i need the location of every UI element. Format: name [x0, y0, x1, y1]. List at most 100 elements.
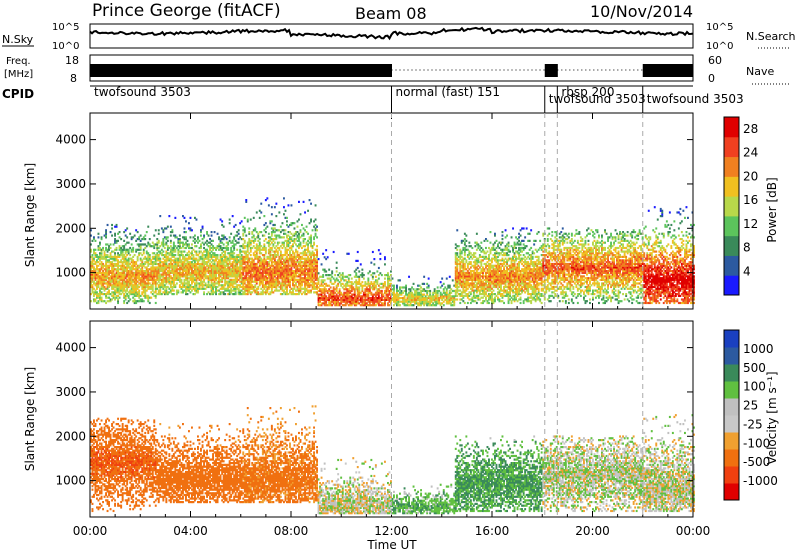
- power-cell: [90, 282, 92, 285]
- power-cell: [209, 271, 212, 274]
- power-cell: [157, 289, 160, 292]
- power-cell: [204, 255, 207, 258]
- power-cell: [112, 282, 115, 285]
- power-cell: [112, 270, 115, 273]
- power-cell: [99, 287, 101, 290]
- power-cell: [206, 277, 209, 280]
- power-cell: [157, 278, 160, 281]
- power-cell: [112, 280, 115, 283]
- power-cell: [156, 268, 159, 271]
- power-cell: [165, 282, 168, 285]
- power-cell: [172, 241, 175, 244]
- power-cell: [183, 216, 186, 219]
- power-cell: [139, 252, 142, 255]
- power-cell: [117, 282, 120, 285]
- power-cell: [133, 294, 136, 297]
- power-cell: [91, 257, 94, 260]
- power-cell: [160, 293, 163, 296]
- power-cell: [195, 278, 198, 281]
- power-cell: [178, 255, 181, 258]
- power-cell: [148, 255, 151, 258]
- power-cell: [201, 282, 204, 285]
- power-cell: [156, 257, 159, 260]
- power-cell: [132, 246, 135, 250]
- power-cell: [188, 277, 190, 280]
- power-cell: [141, 270, 144, 273]
- power-cell: [141, 266, 144, 269]
- power-cell: [162, 270, 165, 273]
- power-cell: [130, 278, 133, 281]
- power-cell: [91, 270, 94, 273]
- power-cell: [195, 250, 198, 253]
- power-cell: [157, 259, 160, 262]
- power-cell: [408, 275, 411, 278]
- power-cell: [159, 266, 162, 269]
- power-cell: [93, 238, 95, 241]
- power-cell: [111, 278, 114, 281]
- power-cell: [198, 275, 201, 278]
- power-cell: [182, 268, 184, 271]
- power-cell: [171, 250, 174, 253]
- power-cell: [94, 293, 97, 296]
- power-cell: [171, 293, 174, 296]
- power-cell: [325, 249, 328, 252]
- power-cell: [144, 291, 147, 294]
- power-cell: [168, 282, 171, 285]
- power-cell: [154, 275, 157, 278]
- power-cell: [100, 280, 103, 283]
- power-cell: [174, 216, 177, 219]
- power-cell: [166, 259, 169, 262]
- power-cell: [227, 246, 230, 250]
- power-cell: [100, 254, 103, 257]
- power-cell: [222, 259, 225, 262]
- power-cell: [192, 273, 195, 276]
- power-cell: [118, 278, 121, 281]
- power-cell: [127, 262, 130, 266]
- power-cell: [174, 261, 177, 264]
- power-cell: [178, 241, 181, 244]
- power-cell: [126, 294, 129, 297]
- power-cell: [203, 254, 206, 257]
- power-cell: [142, 300, 145, 303]
- power-cell: [207, 271, 210, 274]
- power-cell: [127, 259, 130, 262]
- power-cell: [93, 280, 95, 283]
- power-cell: [200, 287, 202, 290]
- power-cell: [103, 300, 106, 303]
- power-cell: [138, 296, 141, 299]
- power-cell: [105, 294, 108, 297]
- power-cell: [109, 257, 112, 260]
- power-cell: [209, 246, 212, 250]
- power-cell: [222, 261, 225, 264]
- power-cell: [185, 289, 187, 292]
- power-cell: [186, 252, 189, 255]
- power-cell: [216, 289, 219, 292]
- power-cell: [124, 250, 127, 253]
- power-cell: [163, 270, 166, 273]
- power-cell: [225, 270, 228, 273]
- power-cell: [237, 229, 240, 232]
- power-cell: [178, 280, 181, 283]
- power-cell: [96, 293, 98, 296]
- power-cell: [141, 268, 144, 271]
- power-cell: [186, 282, 189, 285]
- power-cell: [138, 245, 141, 248]
- power-cell: [191, 229, 193, 232]
- power-cell: [180, 246, 183, 250]
- power-cell: [192, 271, 195, 274]
- power-cell: [186, 284, 189, 287]
- power-cell: [133, 291, 136, 294]
- power-cell: [325, 270, 328, 273]
- power-cell: [96, 261, 98, 264]
- power-cell: [222, 270, 225, 273]
- power-cell: [200, 246, 202, 250]
- power-cell: [210, 273, 213, 276]
- power-cell: [96, 255, 98, 258]
- power-cell: [209, 266, 212, 269]
- power-cell: [302, 232, 305, 235]
- power-cell: [141, 284, 144, 287]
- power-cell: [299, 213, 302, 216]
- power-cell: [151, 282, 154, 285]
- power-cell: [136, 293, 139, 296]
- power-cell: [138, 248, 141, 251]
